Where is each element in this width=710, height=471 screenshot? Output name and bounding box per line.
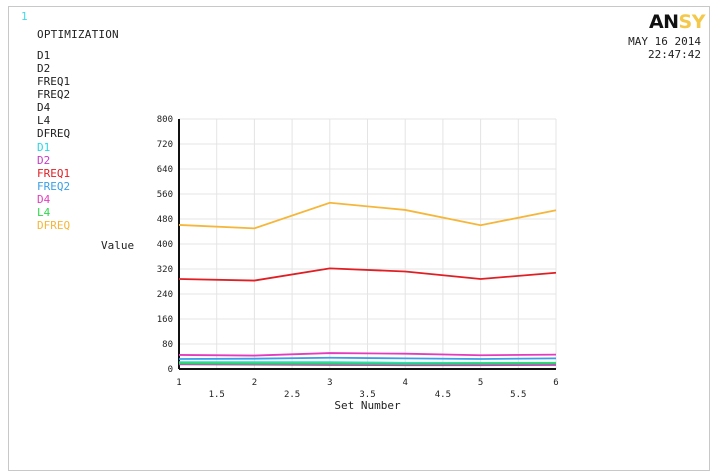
legend-item-l4: L4 [37,206,51,219]
date-text: MAY 16 2014 [628,35,701,48]
legend-item-d2: D2 [37,154,51,167]
x-tick-label: 1.5 [209,390,225,400]
legend-item-freq1: FREQ1 [37,167,71,180]
logo-part-2: SY [678,11,706,33]
x-tick-label: 6 [553,378,558,388]
line-chart: 0 80 160 240 320 400 480 560 640 720 800 1 1.5 2 2.5 3 3… [157,115,559,412]
plot-window: 1 OPTIMIZATION D1 D2 FREQ1 FREQ2 D4 L4 D… [8,6,710,471]
x-tick-label: 3.5 [359,390,375,400]
variable-item: D1 [37,49,51,62]
series-line-d4 [178,352,557,357]
x-tick-label: 5 [478,378,483,388]
y-tick-label: 160 [157,315,173,325]
variable-list: D1 D2 FREQ1 FREQ2 D4 L4 DFREQ [37,49,70,140]
variable-item: DFREQ [37,127,71,140]
series-line-d2 [178,363,557,367]
variable-item: D2 [37,62,51,75]
y-tick-label: 640 [157,165,173,175]
y-tick-label: 720 [157,140,173,150]
y-axis-label: Value [101,239,135,252]
x-tick-label: 2.5 [284,390,300,400]
x-tick-label: 3 [327,378,332,388]
series-line-d1 [179,361,556,364]
y-tick-label: 560 [157,190,173,200]
legend-item-dfreq: DFREQ [37,219,71,232]
series-line-freq1 [178,267,557,282]
y-tick-label: 240 [157,290,173,300]
series-line-dfreq [178,201,557,230]
series-line-freq2 [178,356,557,360]
timestamp: MAY 16 2014 22:47:42 [628,35,701,61]
plot-title: OPTIMIZATION [37,28,119,41]
y-tick-label: 400 [157,240,173,250]
window-number: 1 [21,10,28,23]
time-text: 22:47:42 [648,48,701,61]
x-tick-label: 1 [176,378,181,388]
x-tick-label: 5.5 [510,390,526,400]
series-line-l4 [178,362,557,365]
legend-item-d4: D4 [37,193,51,206]
variable-item: FREQ1 [37,75,71,88]
x-tick-label: 2 [252,378,257,388]
y-tick-label: 320 [157,265,173,275]
legend-item-freq2: FREQ2 [37,180,71,193]
legend: D1 D2 FREQ1 FREQ2 D4 L4 DFREQ [37,141,70,232]
variable-item: FREQ2 [37,88,71,101]
variable-item: L4 [37,114,51,127]
x-tick-label: 4.5 [435,390,451,400]
ansys-logo: ANSY [648,11,706,33]
y-tick-label: 480 [157,215,173,225]
logo-part-1: AN [648,11,679,33]
y-tick-label: 800 [157,115,173,125]
x-axis-label: Set Number [334,399,401,412]
variable-item: D4 [37,101,51,114]
y-tick-label: 80 [162,340,173,350]
y-tick-label: 0 [168,365,173,375]
x-tick-label: 4 [402,378,407,388]
legend-item-d1: D1 [37,141,51,154]
